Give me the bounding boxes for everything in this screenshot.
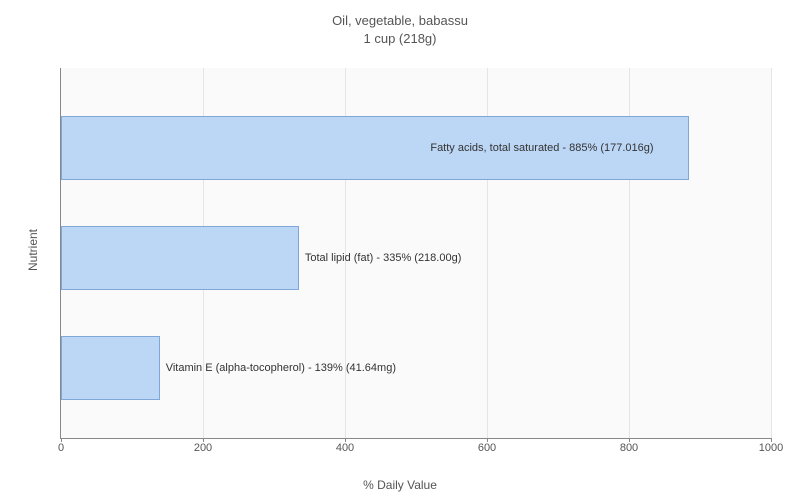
- bar: [61, 336, 160, 400]
- x-tick-label: 0: [58, 442, 64, 454]
- x-tick-label: 400: [336, 442, 354, 454]
- chart-container: Oil, vegetable, babassu 1 cup (218g) Nut…: [0, 0, 800, 500]
- bar-label: Vitamin E (alpha-tocopherol) - 139% (41.…: [166, 362, 396, 374]
- title-line-2: 1 cup (218g): [364, 31, 437, 46]
- bar-label: Fatty acids, total saturated - 885% (177…: [430, 142, 653, 154]
- x-tick-label: 1000: [759, 442, 783, 454]
- x-tick-label: 600: [478, 442, 496, 454]
- x-axis-label: % Daily Value: [363, 478, 437, 492]
- x-tick-label: 200: [194, 442, 212, 454]
- chart-title: Oil, vegetable, babassu 1 cup (218g): [0, 0, 800, 48]
- grid-line: [771, 68, 772, 438]
- x-tick-label: 800: [620, 442, 638, 454]
- y-axis-label: Nutrient: [26, 229, 40, 271]
- plot-area: 02004006008001000Fatty acids, total satu…: [60, 68, 771, 439]
- bar-label: Total lipid (fat) - 335% (218.00g): [305, 252, 462, 264]
- bar: [61, 226, 299, 290]
- title-line-1: Oil, vegetable, babassu: [332, 13, 468, 28]
